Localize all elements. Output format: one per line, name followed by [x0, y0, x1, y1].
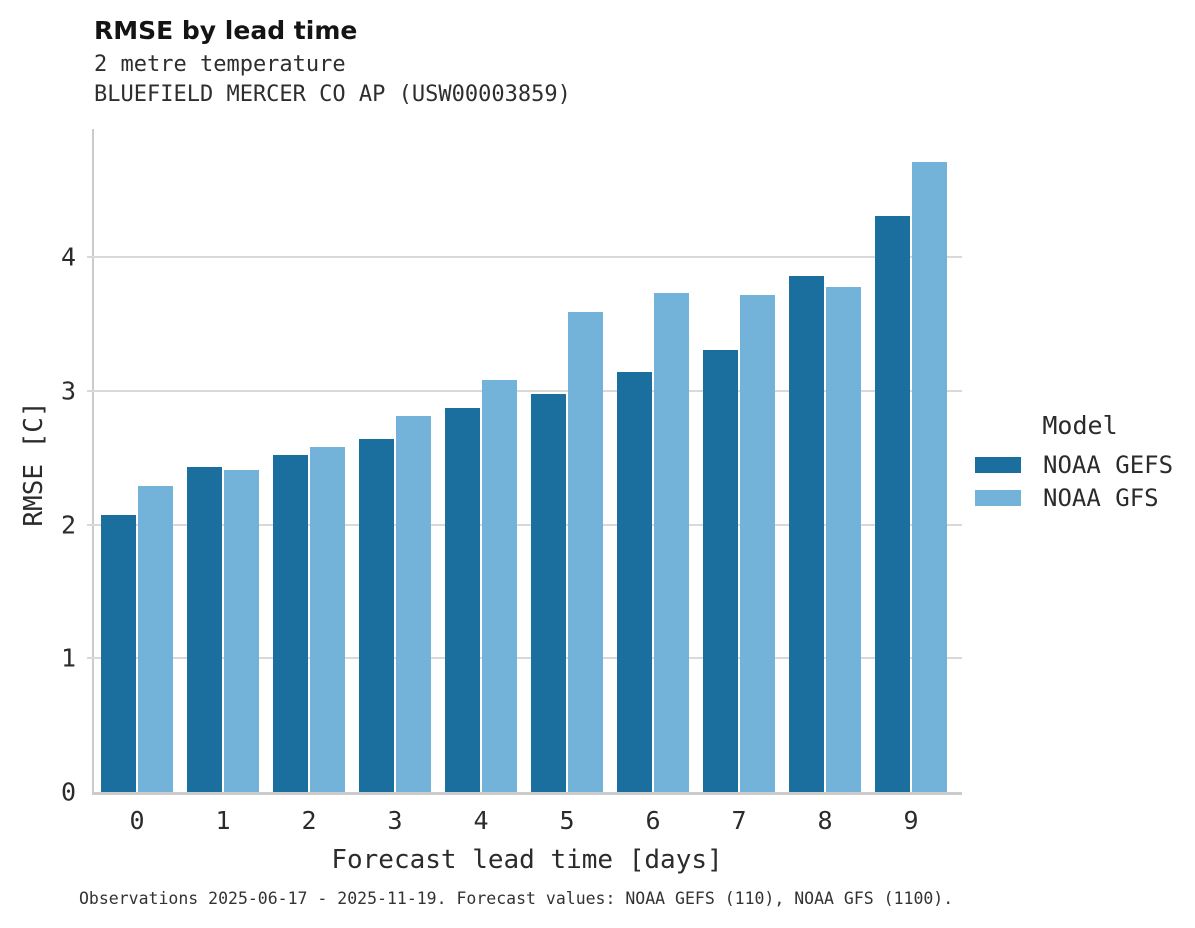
- legend-label-noaa-gefs: NOAA GEFS: [1043, 450, 1174, 479]
- x-axis-label: Forecast lead time [days]: [331, 845, 723, 875]
- x-tick-label-8: 8: [817, 806, 833, 835]
- bar-noaa-gefs-day-7: [703, 349, 738, 792]
- legend-item-noaa-gefs: NOAA GEFS: [975, 448, 1185, 481]
- bar-group-3: [352, 129, 438, 792]
- y-axis-label: RMSE [C]: [19, 401, 49, 527]
- bar-group-7: [696, 129, 782, 792]
- bar-noaa-gefs-day-6: [617, 372, 652, 792]
- x-tick-label-4: 4: [473, 806, 489, 835]
- bar-group-4: [438, 129, 524, 792]
- y-tick-label-1: 1: [60, 643, 76, 673]
- bar-noaa-gefs-day-2: [273, 455, 308, 792]
- bar-group-6: [610, 129, 696, 792]
- bar-group-8: [782, 129, 868, 792]
- bar-noaa-gefs-day-5: [531, 393, 566, 792]
- y-tick-label-3: 3: [60, 376, 76, 406]
- bar-noaa-gfs-day-6: [654, 293, 689, 792]
- bar-noaa-gefs-day-8: [789, 276, 824, 792]
- bar-noaa-gefs-day-1: [187, 467, 222, 792]
- bar-group-5: [524, 129, 610, 792]
- x-tick-label-3: 3: [387, 806, 403, 835]
- y-tick-label-2: 2: [60, 510, 76, 540]
- bar-noaa-gfs-day-0: [138, 485, 173, 792]
- footer-caption: Observations 2025-06-17 - 2025-11-19. Fo…: [79, 889, 954, 908]
- bar-noaa-gfs-day-9: [912, 162, 947, 792]
- gridline-y-2: [87, 523, 962, 526]
- gridline-y-3: [87, 390, 962, 392]
- bar-group-0: [94, 129, 180, 792]
- legend-swatch-noaa-gfs-icon: [975, 489, 1021, 506]
- bar-noaa-gfs-day-3: [396, 416, 431, 792]
- legend-swatch-noaa-gefs-icon: [975, 456, 1021, 473]
- bar-noaa-gfs-day-2: [310, 447, 345, 792]
- bar-noaa-gefs-day-9: [875, 215, 910, 792]
- gridline-y-4: [87, 256, 962, 259]
- bar-noaa-gefs-day-0: [101, 515, 136, 792]
- y-tick-label-0: 0: [60, 777, 76, 807]
- bar-noaa-gefs-day-4: [445, 408, 480, 792]
- x-tick-label-7: 7: [731, 806, 747, 835]
- plot-area: [87, 129, 962, 795]
- bar-noaa-gfs-day-4: [482, 380, 517, 792]
- x-tick-label-2: 2: [301, 806, 317, 835]
- bar-noaa-gefs-day-3: [359, 439, 394, 792]
- bar-group-2: [266, 129, 352, 792]
- chart-subtitle-station: BLUEFIELD MERCER CO AP (USW00003859): [94, 82, 571, 107]
- legend: Model NOAA GEFS NOAA GFS: [975, 412, 1185, 514]
- y-tick-label-4: 4: [60, 242, 76, 272]
- chart-subtitle-variable: 2 metre temperature: [94, 52, 346, 77]
- legend-label-noaa-gfs: NOAA GFS: [1043, 483, 1159, 512]
- x-tick-label-0: 0: [129, 806, 145, 835]
- chart-title: RMSE by lead time: [94, 16, 358, 45]
- x-tick-label-9: 9: [903, 806, 919, 835]
- bar-group-9: [868, 129, 954, 792]
- bar-group-1: [180, 129, 266, 792]
- bar-noaa-gfs-day-8: [826, 286, 861, 792]
- bar-noaa-gfs-day-1: [224, 469, 259, 792]
- bar-noaa-gfs-day-5: [568, 312, 603, 792]
- legend-title: Model: [1042, 411, 1118, 440]
- legend-item-noaa-gfs: NOAA GFS: [975, 481, 1185, 514]
- gridline-y-1: [87, 657, 962, 660]
- x-tick-label-5: 5: [559, 806, 575, 835]
- x-tick-label-6: 6: [645, 806, 661, 835]
- bar-noaa-gfs-day-7: [740, 294, 775, 792]
- x-tick-label-1: 1: [215, 806, 231, 835]
